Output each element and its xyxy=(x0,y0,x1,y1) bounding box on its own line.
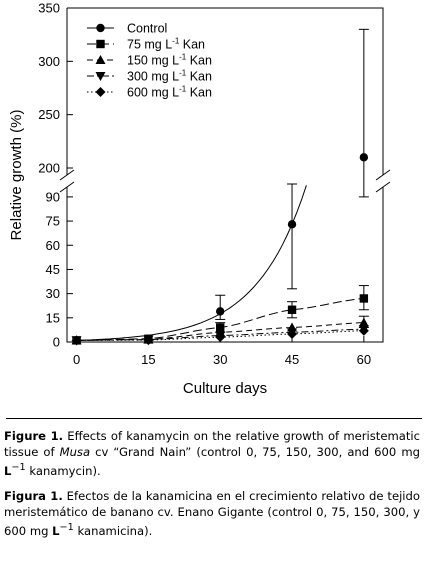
caption-english-sup: −1 xyxy=(11,462,26,473)
y-tick-label: 250 xyxy=(38,107,60,122)
data-point-circle xyxy=(359,153,369,162)
y-tick-label: 45 xyxy=(46,262,60,277)
x-tick-label: 30 xyxy=(213,352,227,367)
caption-english: Figure 1. Effects of kanamycin on the re… xyxy=(0,425,428,479)
x-tick-label: 0 xyxy=(73,352,80,367)
y-tick-label: 300 xyxy=(38,54,60,69)
caption-english-text-2: cv “Grand Nain” (control 0, 75, 150, 300… xyxy=(90,445,420,459)
legend-marker xyxy=(95,87,106,97)
legend-label: 75 mg L-1 Kan xyxy=(127,37,205,52)
legend-entry: 600 mg L-1 Kan xyxy=(87,85,212,100)
plot-frame-bottom xyxy=(66,187,384,343)
axis-break-left-top xyxy=(59,169,75,181)
series-line-0 xyxy=(76,185,307,341)
data-point-circle xyxy=(216,307,225,316)
data-point-diamond xyxy=(215,332,226,343)
axis-break-right-bottom xyxy=(375,181,391,193)
legend-entry: 75 mg L-1 Kan xyxy=(87,37,205,52)
caption-english-text-1: Effects of kanamycin on the relative gro… xyxy=(4,429,420,459)
data-point-square xyxy=(359,294,369,303)
data-point-triangle-up xyxy=(358,317,369,327)
legend-label: 150 mg L-1 Kan xyxy=(127,53,212,68)
caption-english-unit: L xyxy=(4,463,12,478)
caption-spanish-unit: L xyxy=(52,523,60,538)
caption-english-genus: Musa xyxy=(59,445,91,459)
legend-label: Control xyxy=(127,22,167,36)
caption-spanish-label: Figura 1. xyxy=(4,488,63,503)
y-axis-label: Relative growth (%) xyxy=(8,110,25,241)
y-tick-label: 200 xyxy=(38,161,60,176)
legend-marker xyxy=(96,39,105,49)
y-tick-label: 15 xyxy=(46,310,60,325)
y-tick-label: 30 xyxy=(46,286,60,301)
plot-frame-top xyxy=(67,7,384,175)
y-tick-label: 60 xyxy=(46,238,60,253)
data-point-square xyxy=(287,305,297,314)
x-axis-label: Culture days xyxy=(183,380,267,397)
y-tick-label: 0 xyxy=(53,335,60,350)
data-point-diamond xyxy=(143,335,154,346)
x-tick-label: 45 xyxy=(285,352,299,367)
y-tick-label: 350 xyxy=(38,1,60,16)
legend-entry: 300 mg L-1 Kan xyxy=(87,69,212,84)
legend-label: 600 mg L-1 Kan xyxy=(127,85,212,100)
captions: Figure 1. Effects of kanamycin on the re… xyxy=(0,418,428,539)
caption-spanish-sup: −1 xyxy=(59,521,74,533)
caption-english-text-3: kanamycin). xyxy=(25,463,101,478)
relative-growth-chart: 200 250 300 350 0 15 30 45 60 75 90 0 15 30 45 60 Cultur… xyxy=(8,1,391,397)
series-line-3 xyxy=(76,328,364,341)
legend-entry: 150 mg L-1 Kan xyxy=(87,53,212,68)
caption-spanish-text-1: Efectos de la kanamicina en el crecimien… xyxy=(4,488,420,538)
legend-marker xyxy=(95,55,106,64)
legend-label: 300 mg L-1 Kan xyxy=(127,69,212,84)
data-point-diamond xyxy=(287,328,298,339)
caption-rule xyxy=(6,418,422,419)
y-tick-label: 90 xyxy=(46,189,60,204)
data-point-diamond xyxy=(71,335,82,346)
x-tick-label: 15 xyxy=(141,352,155,367)
x-tick-label: 60 xyxy=(357,352,371,367)
caption-spanish: Figura 1. Efectos de la kanamicina en el… xyxy=(0,485,428,539)
caption-english-label: Figure 1. xyxy=(4,429,64,443)
y-tick-label: 75 xyxy=(46,214,60,229)
legend-marker xyxy=(96,23,105,33)
axis-break-left-bottom xyxy=(59,181,75,193)
caption-spanish-text-2: kanamicina). xyxy=(73,523,153,538)
axis-break-right-top xyxy=(375,169,391,181)
data-point-circle xyxy=(287,220,297,229)
legend-marker xyxy=(95,72,106,81)
legend-entry: Control xyxy=(87,22,167,36)
data-point-diamond xyxy=(358,325,369,336)
